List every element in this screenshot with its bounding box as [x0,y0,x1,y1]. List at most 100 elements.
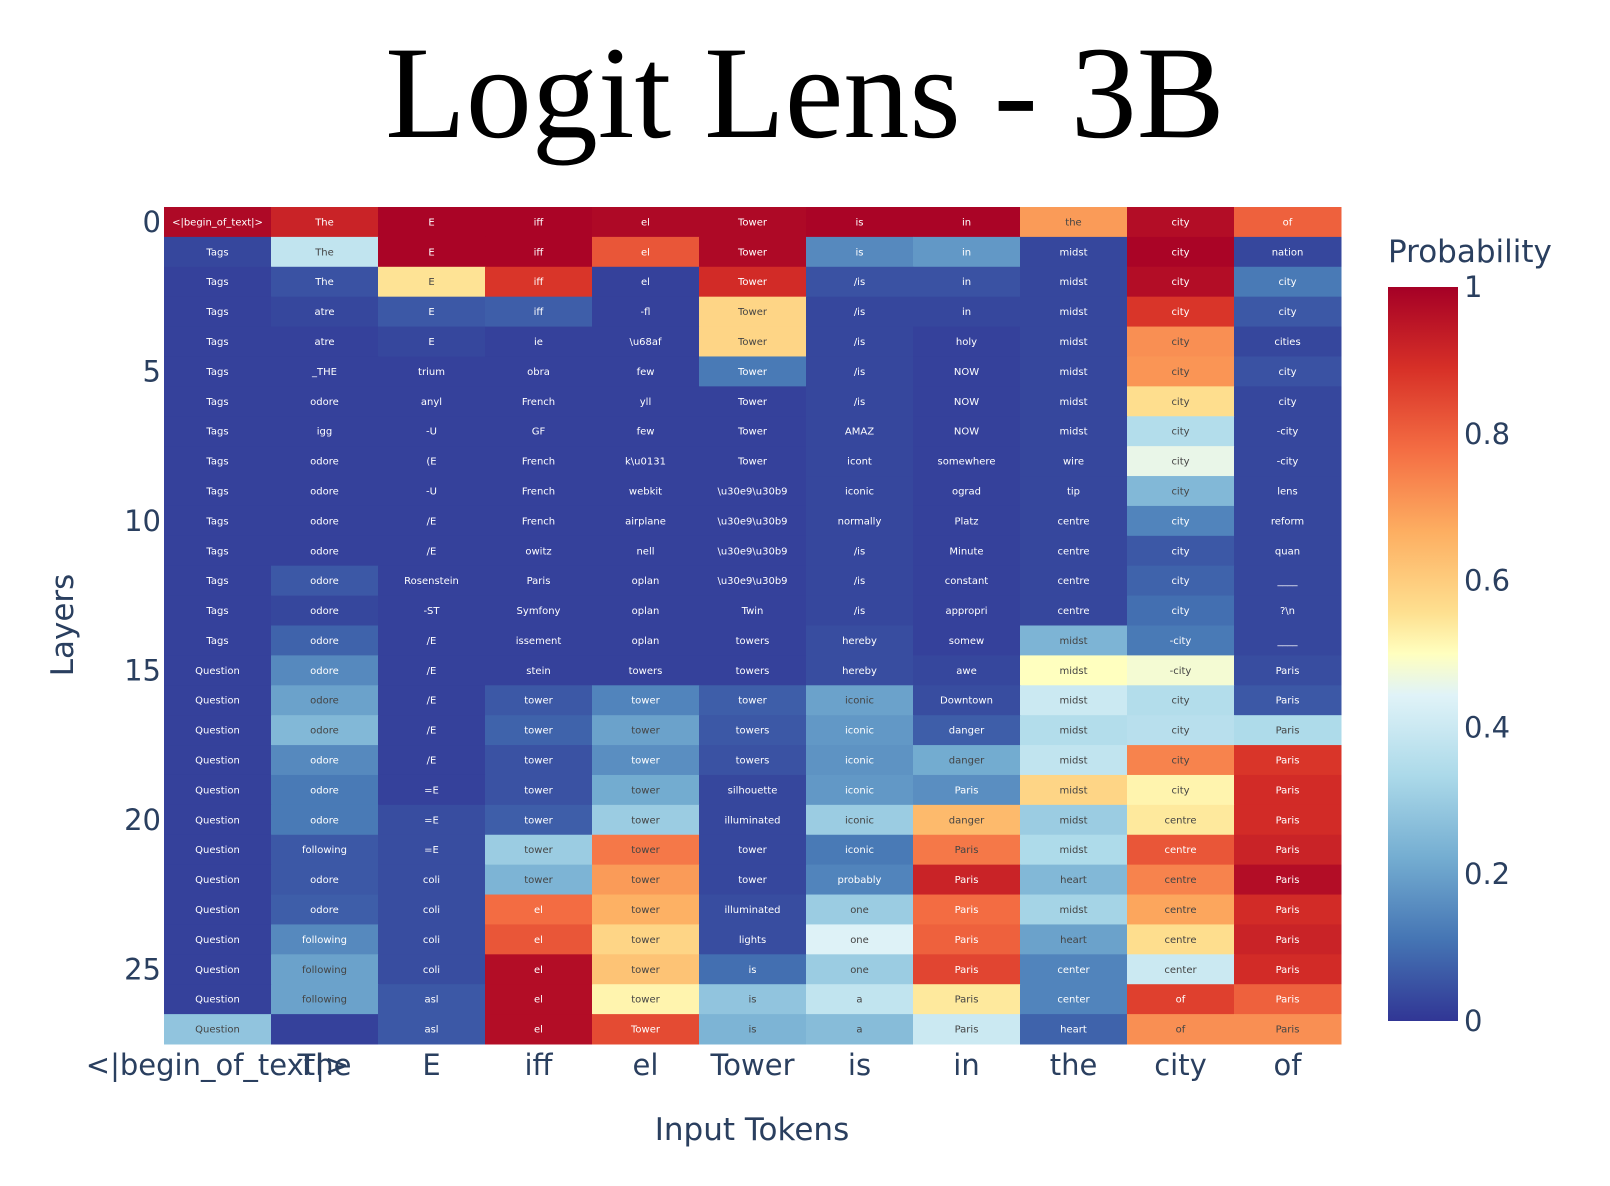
cell-token-label: is [749,965,757,976]
heatmap-cell [699,356,807,387]
cell-token-label: \u30e9\u30b9 [717,576,787,587]
cell-token-label: yll [640,397,651,408]
heatmap-cell [699,655,807,686]
cell-token-label: odore [310,636,339,647]
x-axis-title: Input Tokens [655,1112,849,1148]
cell-token-label: a [856,995,862,1006]
cell-token-label: ?\n [1280,606,1295,617]
heatmap-cell [1127,715,1235,746]
cell-token-label: -city [1170,636,1192,647]
heatmap-cell [378,535,486,567]
heatmap-cell [271,924,379,955]
heatmap-cell [485,266,593,298]
heatmap-cell [164,356,272,387]
colorbar-tick-label: 0.6 [1464,564,1510,598]
cell-token-label: ograd [952,486,981,497]
heatmap-cell [271,774,379,806]
cell-token-label: Paris [1276,845,1300,856]
cell-token-label: AMAZ [845,427,874,438]
heatmap-cell [592,625,700,656]
heatmap-cell [164,296,272,328]
heatmap-cell [1020,685,1128,716]
cell-token-label: Paris [955,845,979,856]
heatmap-cell [913,655,1021,686]
cell-token-label: ie [534,337,543,348]
cell-token-label: /is [854,277,865,288]
heatmap-cell [699,685,807,716]
cell-token-label: centre [1165,845,1197,856]
cell-token-label: towers [629,666,663,677]
heatmap-cell [1127,864,1235,896]
cell-token-label: trium [418,367,445,378]
cell-token-label: iff [534,277,545,288]
heatmap-cell [1234,1014,1342,1045]
cell-token-label: silhouette [728,785,778,796]
heatmap-cell [1020,266,1128,298]
heatmap-cell [1127,595,1235,626]
heatmap-cell [806,984,914,1015]
cell-token-label: tower [631,995,660,1006]
cell-token-label: issement [516,636,562,647]
heatmap-cell [378,207,486,238]
cell-token-label: city [1171,397,1189,408]
heatmap-cell [378,954,486,985]
cell-token-label: Downtown [940,696,993,707]
cell-token-label: following [302,995,347,1006]
cell-token-label: tower [524,785,553,796]
heatmap-cell [699,207,807,238]
cell-token-label: Paris [1276,965,1300,976]
heatmap-cell [592,685,700,716]
cell-token-label: nell [636,546,654,557]
cell-token-label: tower [631,696,660,707]
cell-token-label: hereby [842,666,877,677]
heatmap-cell [913,774,1021,806]
cell-token-label: Question [195,726,240,737]
heatmap-cell [806,236,914,268]
cell-token-label: Paris [955,1025,979,1036]
cell-token-label: odore [310,576,339,587]
heatmap-cell [271,446,379,477]
heatmap-cell [1020,804,1128,836]
heatmap-cell [164,924,272,955]
heatmap-cell [485,715,593,746]
heatmap-cell [1127,774,1235,806]
heatmap-cell [1234,565,1342,597]
heatmap-cell [164,207,272,238]
cell-token-label: webkit [629,486,662,497]
cell-token-label: Tower [737,457,768,468]
cell-token-label: Paris [955,935,979,946]
heatmap-cell [1020,296,1128,328]
heatmap-cell [592,565,700,597]
cell-token-label: quan [1275,546,1300,557]
heatmap-cell [1127,266,1235,298]
cell-token-label: midst [1060,367,1088,378]
cell-token-label: E [428,307,434,318]
heatmap-cell [699,446,807,477]
cell-token-label: The [314,277,334,288]
cell-token-label: hereby [842,636,877,647]
heatmap-cell [1234,446,1342,477]
cell-token-label: is [856,217,864,228]
cell-token-label: _THE [311,367,337,378]
cell-token-label: heart [1060,935,1087,946]
heatmap-cell [592,535,700,567]
cell-token-label: /is [854,367,865,378]
heatmap-cell [271,745,379,776]
cell-token-label: heart [1060,1025,1087,1036]
heatmap-cell [378,236,486,268]
x-tick-label: of [1274,1048,1303,1082]
cell-token-label: midst [1060,337,1088,348]
cell-token-label: odore [310,666,339,677]
heatmap-cell [1234,595,1342,626]
cell-token-label: city [1278,307,1296,318]
heatmap-cell [592,984,700,1015]
heatmap-cell [485,954,593,985]
cell-token-label: French [522,516,555,527]
cell-token-label: French [522,457,555,468]
heatmap-cell [485,326,593,357]
heatmap-cell [378,625,486,656]
cell-token-label: Question [195,696,240,707]
cell-token-label: Paris [527,576,551,587]
cell-token-label: /E [427,756,437,767]
